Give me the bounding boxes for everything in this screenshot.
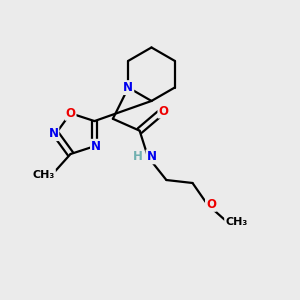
Text: H: H <box>133 150 142 163</box>
Text: N: N <box>91 140 101 153</box>
Text: O: O <box>66 107 76 120</box>
Text: O: O <box>158 105 168 118</box>
Text: CH₃: CH₃ <box>33 170 55 180</box>
Text: CH₃: CH₃ <box>225 217 247 227</box>
Text: N: N <box>146 150 157 163</box>
Text: O: O <box>206 198 216 211</box>
Text: N: N <box>48 127 59 140</box>
Text: N: N <box>123 81 133 94</box>
